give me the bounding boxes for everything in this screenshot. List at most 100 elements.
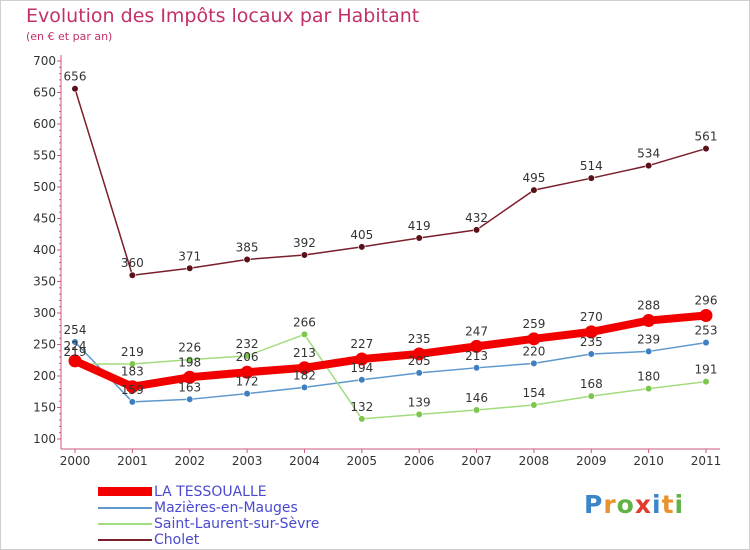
data-label: 385	[236, 240, 259, 254]
data-point	[128, 271, 136, 279]
x-tick-label: 2011	[691, 454, 722, 468]
data-point	[527, 332, 541, 346]
series-mazi-res-en-mauges	[71, 338, 710, 406]
data-point	[71, 85, 79, 93]
data-point	[71, 338, 79, 346]
y-tick-label: 500	[33, 180, 56, 194]
data-label: 139	[408, 395, 431, 409]
data-label: 213	[293, 346, 316, 360]
x-tick-label: 2009	[576, 454, 607, 468]
data-label: 247	[465, 324, 488, 338]
data-point	[472, 226, 481, 234]
data-point	[642, 314, 656, 328]
chart-data-labels: 656 360 371 385 392 405 419 432 495 514 534 561 254 1…	[64, 70, 718, 414]
data-label: 219	[121, 345, 144, 359]
data-label: 182	[293, 368, 316, 382]
data-label: 432	[465, 211, 488, 225]
series-line	[74, 341, 707, 403]
y-tick-label: 150	[33, 401, 56, 415]
brand-letter: x	[634, 490, 652, 519]
legend-label: LA TESSOUALLE	[154, 484, 267, 500]
x-tick-label: 2003	[232, 454, 263, 468]
data-label: 159	[121, 383, 144, 397]
x-tick-label: 2006	[404, 454, 435, 468]
data-label: 235	[580, 335, 603, 349]
brand-letter: i	[652, 490, 662, 519]
data-label: 206	[236, 350, 259, 364]
data-point	[128, 360, 136, 368]
data-label: 405	[350, 228, 373, 242]
data-point	[530, 359, 538, 368]
data-label: 146	[465, 391, 488, 405]
data-point	[300, 383, 309, 391]
x-tick-label: 2005	[347, 454, 378, 468]
chart-subtitle: (en € et par an)	[26, 30, 113, 43]
brand-letter: i	[674, 490, 685, 519]
data-label: 224	[64, 339, 87, 353]
data-label: 220	[522, 344, 545, 358]
x-tick-label: 2002	[174, 454, 205, 468]
data-point	[702, 144, 710, 153]
y-tick-label: 350	[33, 275, 56, 289]
data-point	[702, 339, 710, 347]
data-label: 205	[408, 354, 431, 368]
data-label: 561	[695, 130, 718, 144]
data-point	[645, 161, 653, 170]
data-point	[358, 243, 366, 251]
y-tick-label: 300	[33, 306, 56, 320]
data-label: 213	[465, 349, 488, 363]
data-point	[186, 395, 194, 403]
chart-series	[68, 85, 713, 423]
data-label: 172	[236, 375, 259, 389]
data-point	[470, 339, 484, 353]
data-label: 254	[64, 323, 87, 337]
x-tick-label: 2000	[60, 454, 91, 468]
data-point	[68, 354, 82, 368]
data-point	[587, 350, 595, 358]
data-point	[125, 380, 139, 394]
data-label: 183	[121, 365, 144, 379]
data-label: 226	[178, 341, 201, 355]
data-label: 270	[580, 310, 603, 324]
data-point	[584, 325, 598, 339]
data-point	[702, 378, 710, 386]
data-label: 239	[637, 332, 660, 346]
data-point	[472, 364, 481, 372]
data-label: 132	[350, 400, 373, 414]
data-label: 288	[637, 299, 660, 313]
x-tick-label: 2001	[117, 454, 148, 468]
data-point	[412, 347, 426, 361]
chart-axes: 100 150 200 250 300 350 400 450 500 550 600 650 700 2…	[33, 54, 721, 468]
data-point	[530, 401, 538, 409]
legend-swatch	[98, 539, 152, 541]
x-tick-label: 2004	[289, 454, 320, 468]
x-tick-label: 2010	[633, 454, 664, 468]
legend-swatch	[98, 507, 152, 509]
y-tick-label: 450	[33, 212, 56, 226]
legend-label: Saint-Laurent-sur-Sèvre	[154, 516, 320, 532]
brand-letter: t	[661, 490, 675, 519]
data-point	[645, 347, 653, 356]
data-point	[587, 392, 595, 400]
data-label: 266	[293, 315, 316, 329]
data-label: 232	[236, 337, 259, 351]
data-label: 168	[580, 377, 603, 391]
series-line	[71, 311, 710, 391]
data-point	[415, 410, 423, 419]
data-point	[186, 356, 194, 364]
legend-label: Mazières-en-Mauges	[154, 500, 298, 516]
data-label: 296	[695, 294, 718, 308]
y-tick-label: 400	[33, 243, 56, 257]
data-point	[645, 385, 653, 393]
data-point	[358, 415, 366, 423]
data-point	[699, 309, 713, 323]
data-label: 495	[522, 171, 545, 185]
y-tick-label: 250	[33, 338, 56, 352]
data-label: 219	[64, 345, 87, 359]
series-line	[74, 333, 707, 420]
brand-logo: Proxiti	[584, 490, 684, 519]
y-tick-label: 600	[33, 117, 56, 131]
data-point	[243, 255, 251, 264]
data-label: 154	[522, 386, 545, 400]
